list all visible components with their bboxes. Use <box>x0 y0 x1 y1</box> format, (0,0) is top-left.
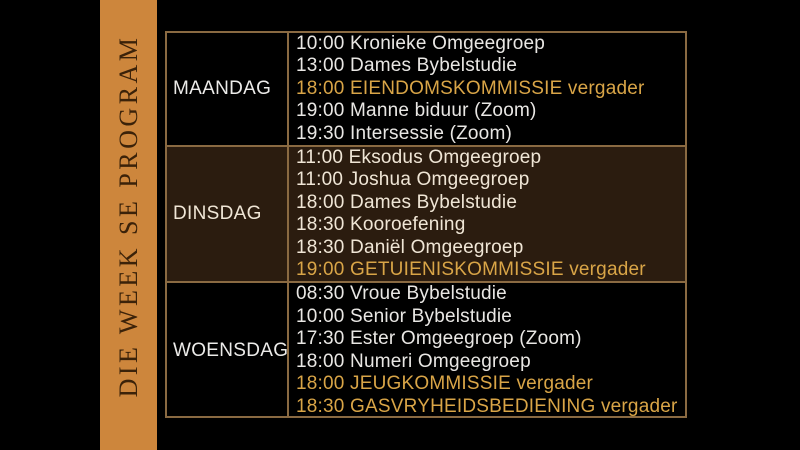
event-line: 18:30 Kooroefening <box>296 214 466 236</box>
event-line-highlight: 18:00 JEUGKOMMISSIE vergader <box>296 373 594 395</box>
event-line: 13:00 Dames Bybelstudie <box>296 55 518 77</box>
event-line: 19:30 Intersessie (Zoom) <box>296 122 512 144</box>
event-line: 10:00 Senior Bybelstudie <box>296 305 513 327</box>
events-dinsdag: 11:00 Eksodus Omgeegroep 11:00 Joshua Om… <box>289 147 685 281</box>
event-line: 18:30 Daniël Omgeegroep <box>296 236 524 258</box>
day-label-dinsdag: DINSDAG <box>167 147 289 282</box>
table-row-dinsdag: DINSDAG 11:00 Eksodus Omgeegroep 11:00 J… <box>167 145 685 282</box>
event-line: 18:00 Numeri Omgeegroep <box>296 350 531 372</box>
events-woensdag: 08:30 Vroue Bybelstudie 10:00 Senior Byb… <box>289 283 685 417</box>
event-line-highlight: 19:00 GETUIENISKOMMISSIE vergader <box>296 259 646 281</box>
table-row-maandag: MAANDAG 10:00 Kronieke Omgeegroep 13:00 … <box>167 33 685 146</box>
table-row-woensdag: WOENSDAG 08:30 Vroue Bybelstudie 10:00 S… <box>167 281 685 418</box>
events-maandag: 10:00 Kronieke Omgeegroep 13:00 Dames By… <box>289 33 685 145</box>
weekly-schedule-table: MAANDAG 10:00 Kronieke Omgeegroep 13:00 … <box>165 31 687 418</box>
event-line: 10:00 Kronieke Omgeegroep <box>296 33 545 54</box>
event-line: 11:00 Eksodus Omgeegroep <box>296 147 542 169</box>
event-line: 11:00 Joshua Omgeegroep <box>296 169 530 191</box>
event-line: 08:30 Vroue Bybelstudie <box>296 283 507 305</box>
event-line: 19:00 Manne biduur (Zoom) <box>296 100 537 122</box>
event-line: 17:30 Ester Omgeegroep (Zoom) <box>296 328 582 350</box>
day-label-woensdag: WOENSDAG <box>167 283 289 418</box>
event-line-highlight: 18:00 EIENDOMSKOMMISSIE vergader <box>296 77 645 99</box>
title-sidebar: DIE WEEK SE PROGRAM <box>100 0 157 450</box>
event-line-highlight: 18:30 GASVRYHEIDSBEDIENING vergader <box>296 395 678 417</box>
slide-title: DIE WEEK SE PROGRAM <box>113 34 143 398</box>
event-line: 18:00 Dames Bybelstudie <box>296 191 518 213</box>
day-label-maandag: MAANDAG <box>167 33 289 146</box>
